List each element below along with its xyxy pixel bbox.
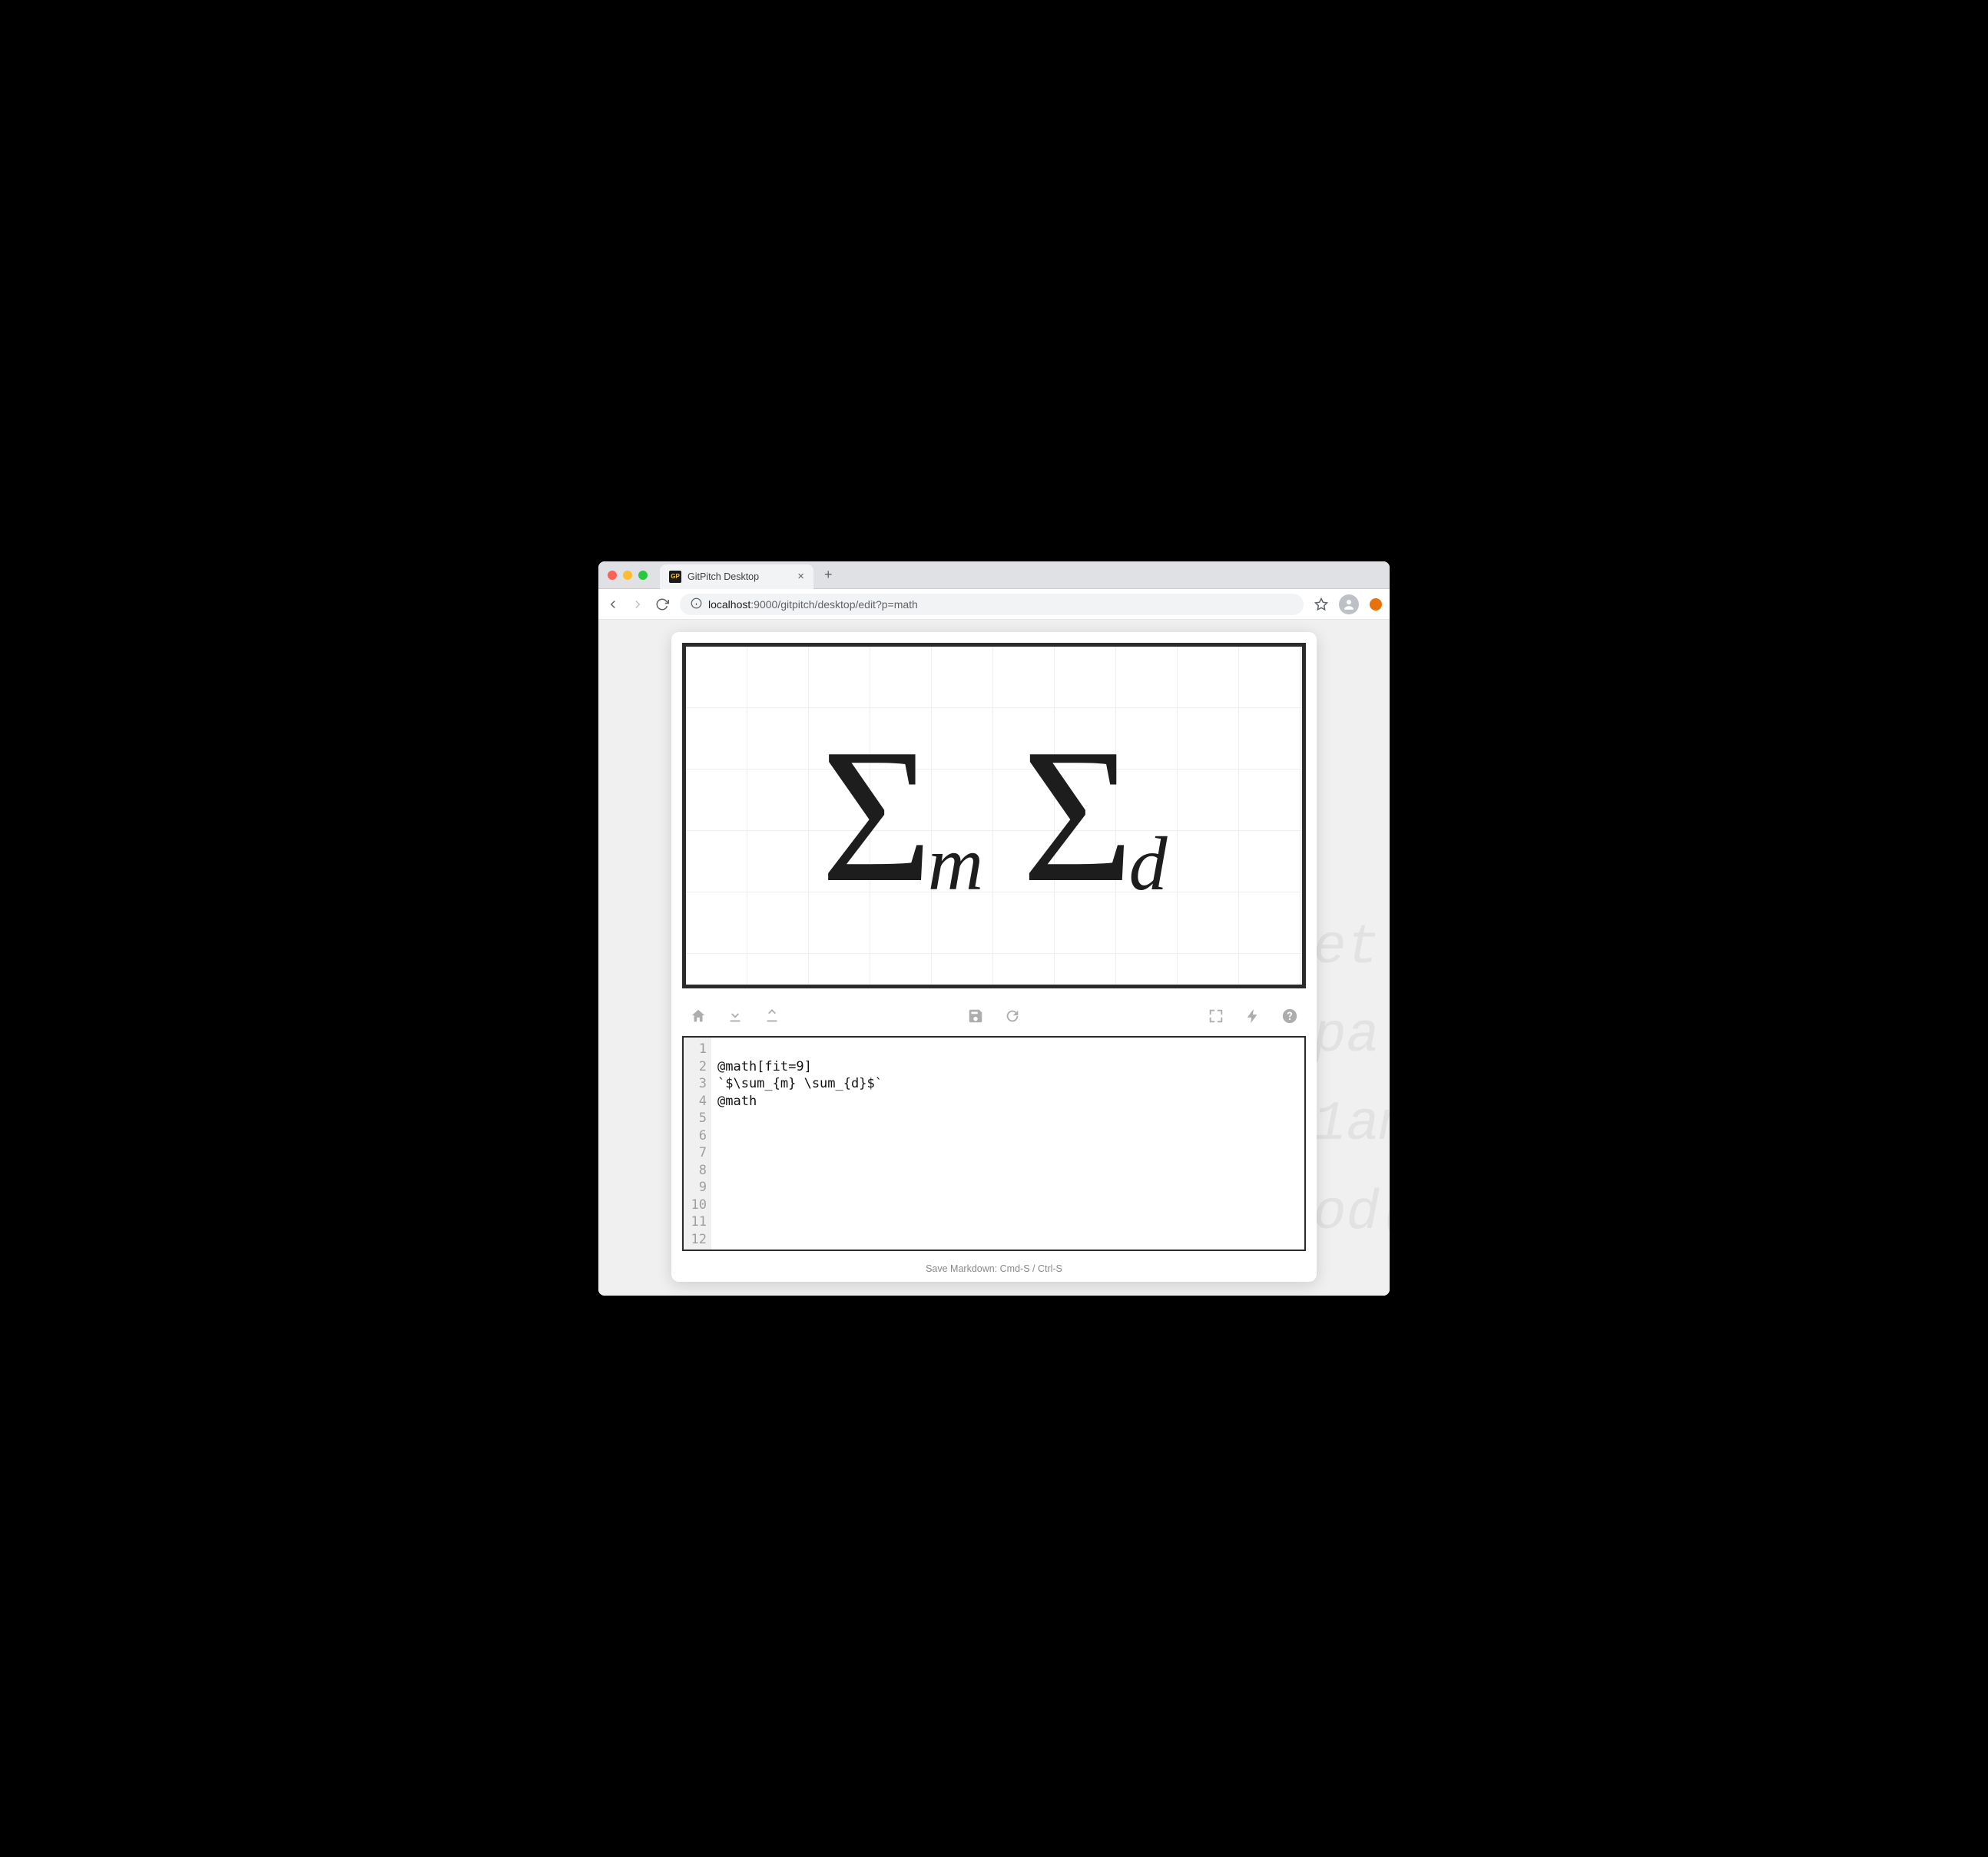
editor-toolbar (671, 999, 1317, 1036)
help-icon[interactable] (1281, 1008, 1298, 1028)
refresh-icon[interactable] (1004, 1008, 1021, 1028)
back-button[interactable] (606, 597, 620, 611)
minimize-window-button[interactable] (623, 571, 632, 580)
forward-button[interactable] (631, 597, 644, 611)
site-info-icon[interactable] (691, 597, 702, 611)
address-bar[interactable]: localhost:9000/gitpitch/desktop/edit?p=m… (680, 594, 1304, 615)
expand-icon[interactable] (1208, 1008, 1224, 1028)
browser-toolbar: localhost:9000/gitpitch/desktop/edit?p=m… (598, 589, 1390, 620)
url-text: localhost:9000/gitpitch/desktop/edit?p=m… (708, 598, 918, 611)
line-gutter: 1 2 3 4 5 6 7 8 9 10 11 12 (684, 1038, 711, 1250)
slide-preview: Σ m Σ d (682, 643, 1306, 988)
titlebar: GP GitPitch Desktop × + (598, 561, 1390, 589)
sigma-d-group: Σ d (1022, 741, 1168, 891)
bolt-icon[interactable] (1244, 1008, 1261, 1028)
profile-avatar-icon[interactable] (1339, 594, 1359, 614)
extension-badge-icon[interactable] (1370, 598, 1382, 611)
close-tab-icon[interactable]: × (797, 570, 804, 583)
maximize-window-button[interactable] (638, 571, 648, 580)
page-content: et pa 1am od( Σ m Σ d (598, 620, 1390, 1296)
sigma-symbol: Σ (1022, 741, 1134, 891)
math-formula: Σ m Σ d (820, 741, 1167, 891)
browser-window: GP GitPitch Desktop × + localhost:9000/g… (598, 561, 1390, 1296)
browser-tab[interactable]: GP GitPitch Desktop × (660, 564, 813, 589)
background-ghost-text: et pa 1am od( (1313, 904, 1390, 1258)
tab-title: GitPitch Desktop (688, 571, 759, 582)
download-icon[interactable] (727, 1008, 744, 1028)
traffic-lights (608, 571, 648, 580)
favicon-icon: GP (669, 571, 681, 583)
close-window-button[interactable] (608, 571, 617, 580)
sigma-m-group: Σ m (820, 741, 983, 891)
save-icon[interactable] (967, 1008, 984, 1028)
upload-icon[interactable] (764, 1008, 780, 1028)
home-icon[interactable] (690, 1008, 707, 1028)
bookmark-star-icon[interactable] (1314, 597, 1328, 611)
reload-button[interactable] (655, 597, 669, 611)
status-bar: Save Markdown: Cmd-S / Ctrl-S (671, 1259, 1317, 1282)
subscript-d: d (1129, 819, 1168, 908)
new-tab-button[interactable]: + (820, 567, 837, 583)
code-editor[interactable]: 1 2 3 4 5 6 7 8 9 10 11 12 @math[fit=9] … (682, 1036, 1306, 1251)
subscript-m: m (928, 819, 983, 908)
sigma-symbol: Σ (820, 741, 933, 891)
editor-card: Σ m Σ d (671, 632, 1317, 1282)
code-content[interactable]: @math[fit=9] `$\sum_{m} \sum_{d}$` @math (711, 1038, 1304, 1250)
